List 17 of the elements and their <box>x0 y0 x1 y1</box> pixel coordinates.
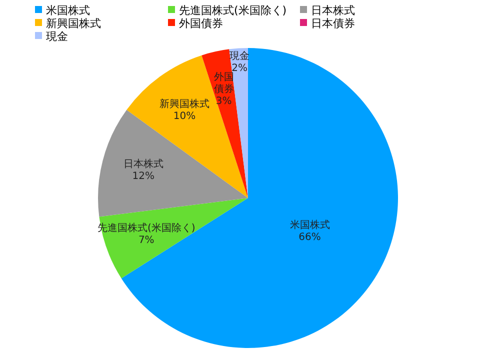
legend-label: 新興国株式 <box>46 17 101 30</box>
data-label: 7% <box>138 234 154 247</box>
slice-label: 外国債券 <box>212 72 235 96</box>
slice-label: 新興国株式 <box>160 98 210 111</box>
data-label: 12% <box>132 171 154 184</box>
data-label: 3% <box>216 96 232 108</box>
legend-label: 現金 <box>46 30 68 43</box>
data-label: 2% <box>232 63 248 74</box>
data-label: 10% <box>173 110 196 123</box>
legend-label: 外国債券 <box>179 17 223 30</box>
legend-label: 先進国株式(米国除く) <box>179 4 287 17</box>
legend-label: 米国株式 <box>46 4 90 17</box>
slice-label: 日本株式 <box>123 159 164 172</box>
data-label: 66% <box>298 232 321 244</box>
legend-label: 日本株式 <box>311 4 355 17</box>
legend-label: 日本債券 <box>311 17 355 30</box>
slice-label: 米国株式 <box>290 220 330 232</box>
